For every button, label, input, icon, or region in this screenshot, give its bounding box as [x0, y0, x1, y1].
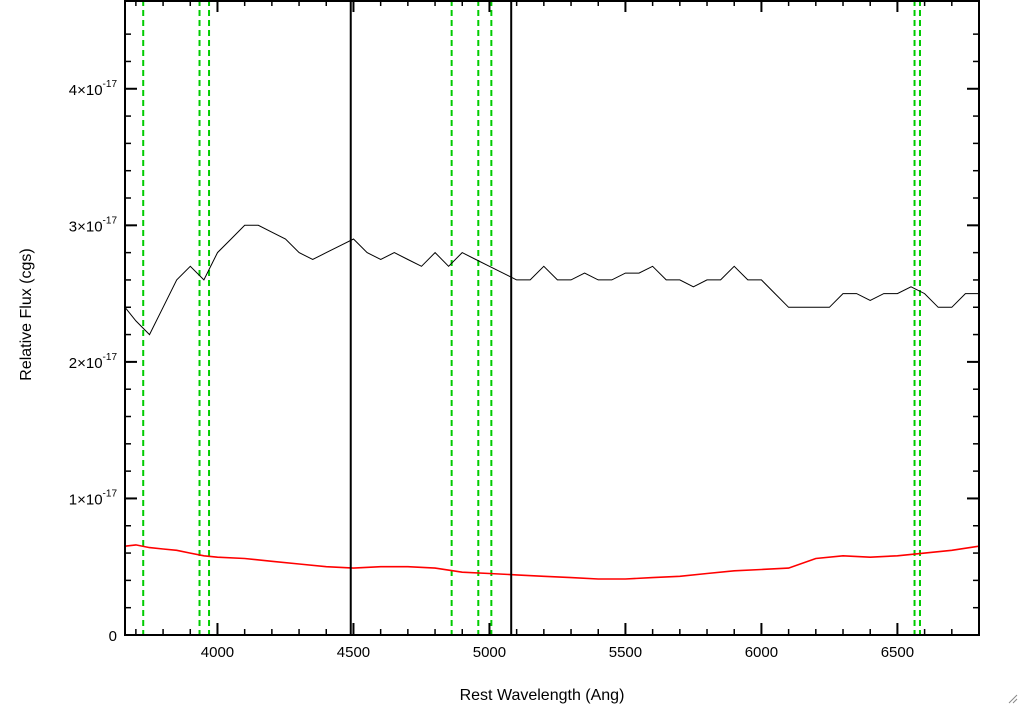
x-tick-label: 4500 [337, 644, 370, 661]
y-axis: 0 1×10-17 2×10-17 3×10-17 4×10-17 [69, 33, 979, 645]
y-tick-label: 2×10-17 [69, 352, 118, 372]
plot-series [125, 224, 979, 580]
observed-spectrum-line [125, 224, 979, 336]
x-tick-label: 5000 [473, 644, 506, 661]
solid-vertical-lines [349, 0, 513, 635]
x-tick-label: 4000 [201, 644, 234, 661]
x-axis: 4000 4500 5000 5500 6000 6500 [135, 0, 980, 661]
y-tick-label: 3×10-17 [69, 215, 118, 235]
plot-frame [124, 0, 980, 636]
model-spectrum-line [125, 544, 979, 580]
y-tick-label: 0 [109, 628, 117, 645]
x-tick-label: 6000 [745, 644, 778, 661]
x-tick-label: 5500 [609, 644, 642, 661]
y-axis-title: Relative Flux (cgs) [18, 248, 35, 380]
y-tick-label: 4×10-17 [69, 79, 118, 99]
emission-line-markers [142, 0, 921, 635]
y-tick-label: 1×10-17 [69, 488, 118, 508]
x-axis-title: Rest Wavelength (Ang) [460, 687, 625, 704]
resize-grip-icon[interactable] [1006, 692, 1018, 704]
x-tick-label: 6500 [881, 644, 914, 661]
